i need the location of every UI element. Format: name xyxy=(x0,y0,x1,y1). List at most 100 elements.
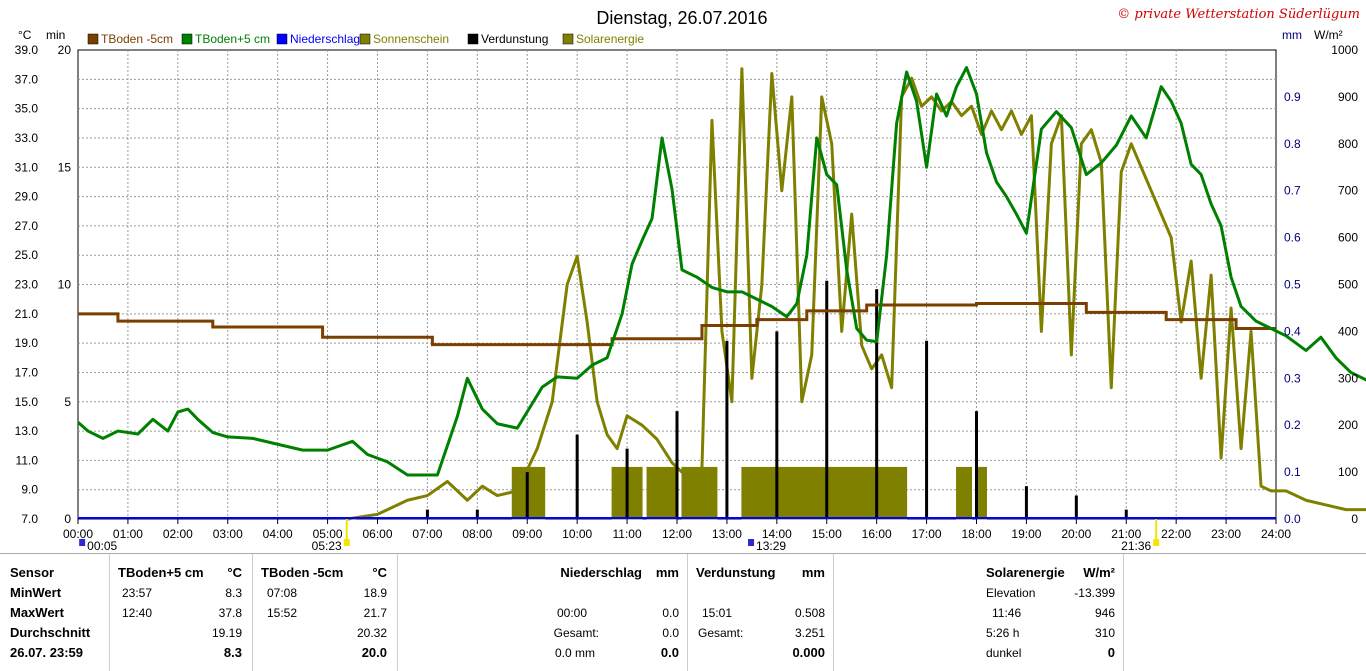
solar-duration-label: 5:26 h xyxy=(986,626,1020,640)
row-label-avg: Durchschnitt xyxy=(10,625,91,640)
x-tick-label: 09:00 xyxy=(512,527,542,541)
legend-swatch xyxy=(87,33,99,45)
legend-label: Sonnenschein xyxy=(373,32,449,46)
evaporation-bar xyxy=(875,289,879,519)
evap-max-time: 15:01 xyxy=(702,606,733,620)
x-tick-label: 07:00 xyxy=(412,527,442,541)
temp-tick-label: 11.0 xyxy=(16,453,39,467)
tb5-average: 19.19 xyxy=(211,626,242,640)
x-tick-label: 00:00 xyxy=(63,527,93,541)
stats-panel-tb5: TBoden+5 cm °C 23:57 8.3 12:40 37.8 19.1… xyxy=(110,554,253,671)
solar-max-value: 946 xyxy=(1094,606,1115,620)
x-tick-label: 11:00 xyxy=(613,527,642,541)
evaporation-bar xyxy=(525,472,529,519)
tb5-min-time: 23:57 xyxy=(122,586,153,600)
evaporation-bar xyxy=(475,509,479,519)
chart-axis-labels: 7.0 9.0 11.0 13.0 15.0 17.0 19.0 21.0 23.0 25.0 27… xyxy=(15,43,1359,553)
temp-tick-label: 37.0 xyxy=(15,72,39,86)
min-tick-label: 5 xyxy=(64,395,71,409)
temp-tick-label: 9.0 xyxy=(21,483,38,497)
mm-tick-label: 0.1 xyxy=(1284,465,1301,479)
rain-last-label: 0.0 mm xyxy=(554,646,595,660)
evaporation-bar xyxy=(775,331,779,519)
tb5-title: TBoden+5 cm xyxy=(118,565,204,580)
rain-max-value: 0.0 xyxy=(662,606,679,620)
temp-tick-label: 33.0 xyxy=(15,131,39,145)
temp-tick-label: 29.0 xyxy=(15,190,39,204)
solar-title: Solarenergie xyxy=(986,565,1065,580)
legend-swatch xyxy=(467,33,479,45)
x-tick-label: 14:00 xyxy=(762,527,792,541)
min-tick-label: 10 xyxy=(58,278,72,292)
x-tick-label: 08:00 xyxy=(462,527,492,541)
x-tick-label: 21:00 xyxy=(1111,527,1141,541)
min-tick-label: 0 xyxy=(64,512,71,526)
statistics-table: Sensor MinWert MaxWert Durchschnitt 26.0… xyxy=(0,553,1366,671)
legend-swatch xyxy=(181,33,193,45)
temp-tick-label: 19.0 xyxy=(15,336,39,350)
x-tick-label: 19:00 xyxy=(1011,527,1041,541)
rain-sum-value: 0.0 xyxy=(662,626,679,640)
sun-event-marker xyxy=(79,539,86,546)
x-tick-label: 02:00 xyxy=(163,527,193,541)
legend-label: Niederschlag xyxy=(290,32,360,46)
solar-tick-label: 200 xyxy=(1338,418,1358,432)
solar-unit: W/m² xyxy=(1083,565,1115,580)
tbm5-max-time: 15:52 xyxy=(267,606,298,620)
axis-unit-min: min xyxy=(46,28,65,42)
solar-tick-label: 400 xyxy=(1338,324,1358,338)
x-tick-label: 18:00 xyxy=(961,527,991,541)
stats-panel-evap: Verdunstung mm 15:01 0.508 Gesamt: 3.251… xyxy=(688,554,834,671)
solar-tick-label: 500 xyxy=(1338,278,1358,292)
weather-chart: 7.0 9.0 11.0 13.0 15.0 17.0 19.0 21.0 23.0 25.0 27… xyxy=(15,7,1366,553)
mm-tick-label: 0.9 xyxy=(1284,90,1301,104)
solar-tick-label: 600 xyxy=(1338,231,1358,245)
mm-tick-label: 0.6 xyxy=(1284,231,1301,245)
temp-tick-label: 13.0 xyxy=(15,424,39,438)
row-label-min: MinWert xyxy=(10,585,62,600)
evaporation-bar xyxy=(625,448,629,519)
legend-label: Solarenergie xyxy=(576,32,644,46)
row-label-last: 26.07. 23:59 xyxy=(10,645,84,660)
min-tick-label: 15 xyxy=(58,160,72,174)
x-tick-label: 17:00 xyxy=(912,527,942,541)
tbm5-last: 20.0 xyxy=(361,645,387,660)
evap-unit: mm xyxy=(801,565,825,580)
x-tick-label: 06:00 xyxy=(362,527,392,541)
legend-label: TBoden+5 cm xyxy=(195,32,270,46)
x-tick-label: 05:00 xyxy=(313,527,343,541)
evap-sum-value: 3.251 xyxy=(794,626,825,640)
evap-title: Verdunstung xyxy=(696,565,776,580)
legend-swatch xyxy=(562,33,574,45)
solar-dark-value: 0 xyxy=(1107,645,1115,660)
x-tick-label: 20:00 xyxy=(1061,527,1091,541)
temp-tick-label: 15.0 xyxy=(15,395,39,409)
rain-sum-label: Gesamt: xyxy=(553,626,599,640)
temp-tick-label: 39.0 xyxy=(15,43,39,57)
mm-tick-label: 0.2 xyxy=(1284,418,1301,432)
series-solarenergie xyxy=(347,67,1366,521)
rain-last-value: 0.0 xyxy=(660,645,679,660)
sun-event-marker xyxy=(1153,539,1160,546)
evaporation-bar xyxy=(925,340,929,519)
tbm5-average: 20.32 xyxy=(356,626,387,640)
stats-panel-empty xyxy=(1124,554,1366,671)
solar-tick-label: 900 xyxy=(1338,90,1358,104)
tb5-max-value: 37.8 xyxy=(218,606,242,620)
legend-swatch xyxy=(359,33,371,45)
stats-panel-solar: Solarenergie W/m² Elevation -13.399 11:4… xyxy=(834,554,1124,671)
evap-sum-label: Gesamt: xyxy=(698,626,744,640)
evap-last-value: 0.000 xyxy=(792,645,825,660)
evap-max-value: 0.508 xyxy=(794,606,825,620)
mm-tick-label: 0.5 xyxy=(1284,278,1301,292)
mm-tick-label: 0.0 xyxy=(1284,512,1301,526)
evaporation-bar xyxy=(575,434,579,519)
x-tick-label: 16:00 xyxy=(862,527,892,541)
temp-tick-label: 17.0 xyxy=(15,365,39,379)
x-tick-label: 22:00 xyxy=(1161,527,1191,541)
sun-event-label: 13:29 xyxy=(756,539,786,553)
x-tick-label: 15:00 xyxy=(812,527,842,541)
tbm5-title: TBoden -5cm xyxy=(261,565,344,580)
tbm5-min-value: 18.9 xyxy=(363,586,387,600)
rain-unit: mm xyxy=(655,565,679,580)
